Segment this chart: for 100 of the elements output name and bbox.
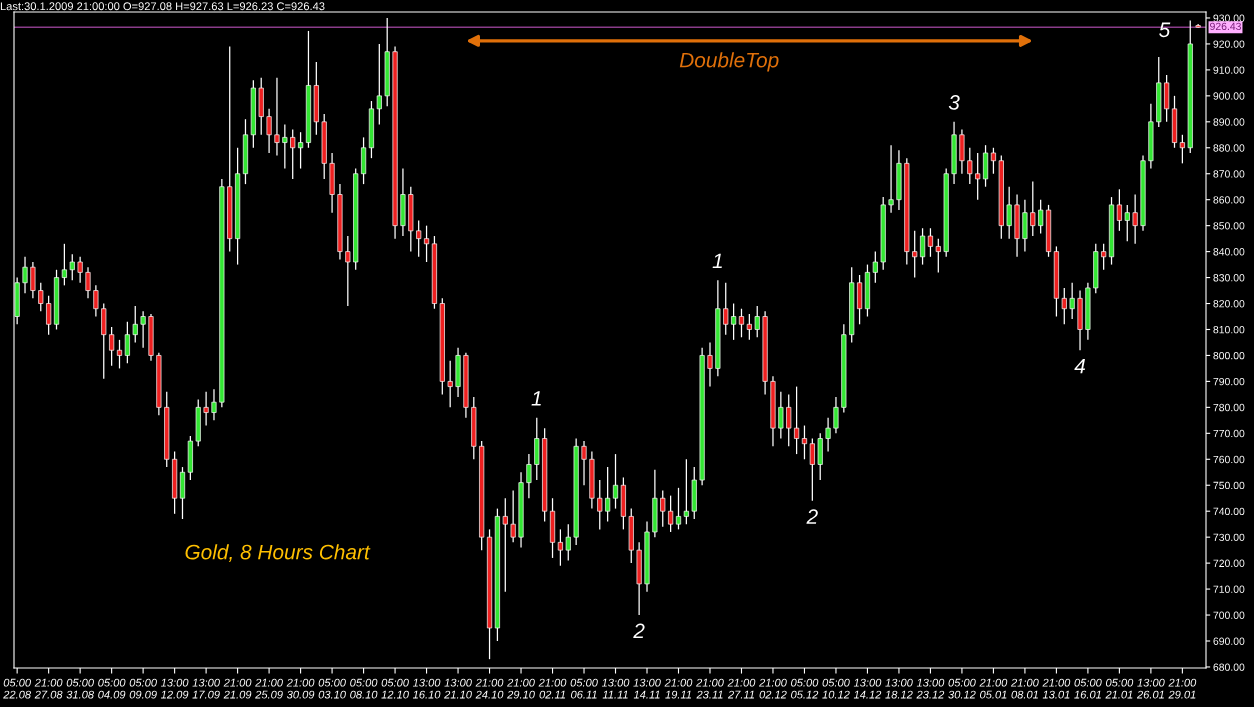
candlestick [597,479,603,531]
candlestick [30,261,36,299]
ref-line-label: 926.43 [1210,22,1241,31]
candlestick [581,440,587,486]
y-tick-label: 780.00 [1213,403,1245,412]
candlestick [888,144,894,214]
x-tick-label: 05:00 09.09 [129,678,157,699]
x-tick-label: 05:00 21.01 [1105,678,1134,699]
candlestick [746,313,752,341]
candlestick [967,147,973,185]
y-tick-label: 910.00 [1213,66,1245,74]
annotation: 5 [1159,22,1171,38]
y-tick-label: 710.00 [1213,585,1245,593]
y-tick-label: 690.00 [1213,637,1245,645]
x-tick-label: 13:00 17.09 [192,678,220,699]
candlestick [1101,243,1107,271]
candlestick [266,108,272,154]
x-tick-label: 13:00 18.12 [885,678,913,699]
annotation: 2 [633,623,645,639]
candlestick [975,152,981,201]
candlestick [920,227,926,266]
x-tick-label: 05:00 31.08 [66,678,94,699]
candlestick [825,417,831,453]
candlestick [46,295,52,336]
candlestick [660,489,666,528]
x-tick-label: 21:00 08.01 [1010,678,1039,699]
candlestick [38,282,44,312]
candlestick [707,341,713,388]
y-tick-label: 790.00 [1213,377,1245,386]
annotation: 2 [806,509,818,524]
candlestick [290,128,296,180]
candlestick [668,495,674,533]
candlestick [565,523,571,562]
y-tick-label: 750.00 [1213,481,1245,490]
y-tick-label: 930.00 [1213,14,1245,22]
candlestick [605,466,611,523]
y-tick-label: 870.00 [1213,170,1245,178]
candlestick [416,219,422,258]
candlestick [1061,287,1067,325]
x-tick-label: 05:00 08.10 [350,678,378,699]
x-tick-label: 21:00 19.11 [664,678,693,699]
y-tick-label: 920.00 [1213,40,1245,48]
x-tick-label: 21:00 02.12 [759,678,787,699]
x-tick-label: 05:00 06.11 [570,678,598,699]
candlestick [612,453,619,510]
candlestick [274,77,280,157]
x-tick-label: 21:00 21.09 [223,678,252,699]
candlestick [557,528,563,567]
x-tick-label: 21:00 27.08 [34,678,63,699]
candlestick [778,391,784,440]
y-tick-label: 900.00 [1213,92,1245,100]
candlestick [786,393,792,447]
candlestick [345,235,351,307]
candlestick [990,147,996,175]
y-tick-label: 720.00 [1213,559,1245,567]
x-tick-label: 05:00 22.08 [3,678,31,699]
candlestick [61,243,67,286]
y-tick-label: 800.00 [1213,351,1245,360]
y-tick-label: 730.00 [1213,533,1245,542]
candlestick [1006,186,1012,240]
x-tick-label: 05:00 04.09 [98,678,126,699]
x-tick-label: 21:00 27.11 [727,678,756,699]
y-tick-label: 810.00 [1213,325,1245,334]
x-tick-label: 05:00 16.01 [1074,678,1102,699]
y-tick-label: 850.00 [1213,222,1245,230]
x-tick-label: 21:00 23.11 [696,678,724,699]
candlestick [124,321,130,364]
x-tick-label: 05:00 10.12 [822,678,850,699]
x-tick-label: 21:00 24.10 [475,678,504,699]
candlestick [132,305,138,344]
x-tick-label: 13:00 12.09 [161,678,189,699]
x-tick-label: 05:00 03.10 [318,678,346,699]
x-tick-label: 05:00 12.10 [381,678,409,699]
y-tick-label: 700.00 [1213,611,1245,619]
candlestick [211,388,217,421]
x-tick-label: 05:00 05.12 [791,678,819,699]
y-tick-label: 830.00 [1213,274,1245,282]
candlestick [731,302,737,341]
x-tick-label: 21:00 30.09 [286,678,315,699]
annotation: DoubleTop [679,52,779,72]
x-tick-label: 13:00 14.11 [633,678,661,699]
candlestick [738,308,745,338]
y-tick-label: 770.00 [1213,429,1245,438]
candlestick [447,360,453,408]
candlestick [935,238,941,274]
candlestick [723,282,729,336]
candlestick [872,250,878,284]
candlestick [69,253,75,281]
x-tick-label: 13:00 26.01 [1136,678,1165,699]
candlestick [109,326,115,367]
y-tick-label: 680.00 [1213,663,1245,671]
candlestick [1069,282,1075,320]
candlestick [298,131,304,170]
candlestick [675,487,682,531]
candlestick [683,458,689,525]
text: Last:30.1.2009 21:00:00 O=927.08 H=927.63 L=926.23 C=926.43 [0,2,325,11]
candlestick [140,310,146,349]
y-tick-label: 890.00 [1213,118,1245,126]
y-tick-label: 760.00 [1213,455,1245,464]
y-tick-label: 740.00 [1213,507,1245,516]
